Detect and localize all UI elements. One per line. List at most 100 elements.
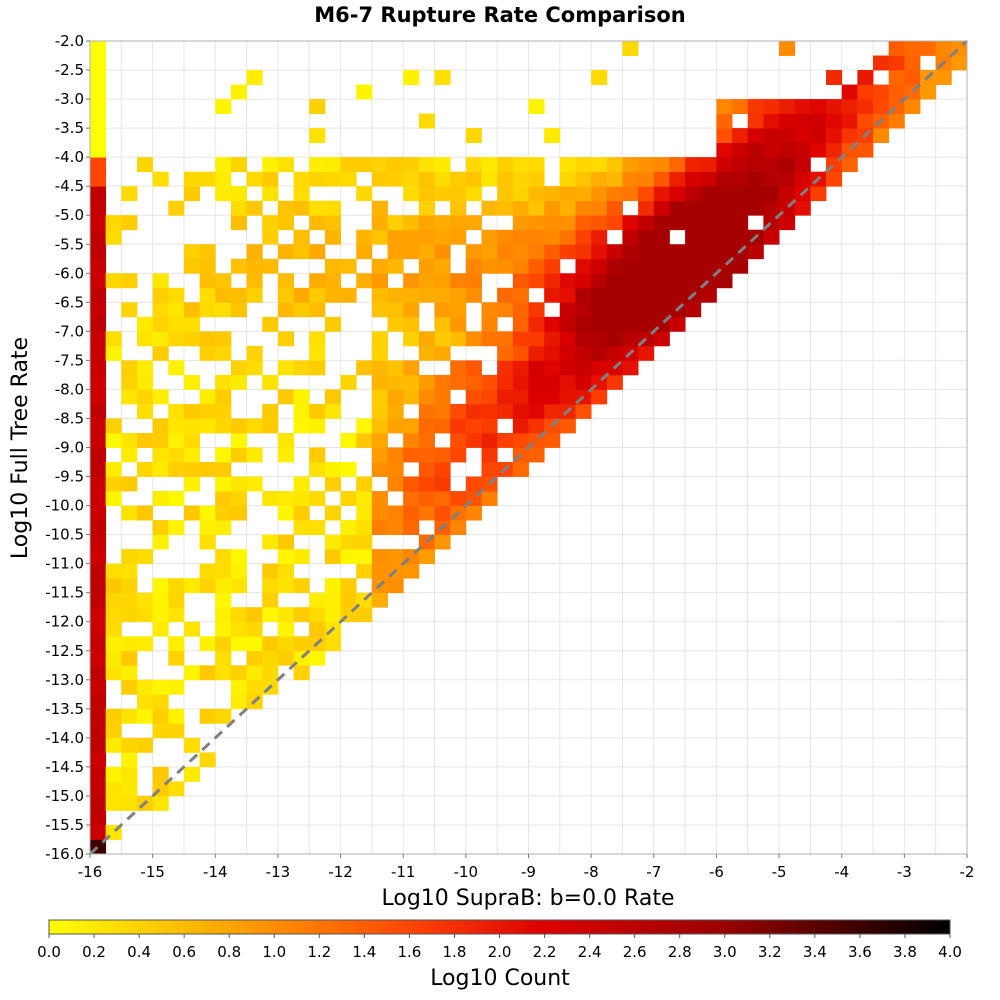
heatmap-cell bbox=[215, 345, 232, 361]
heatmap-cell bbox=[794, 142, 811, 158]
heatmap-cell bbox=[418, 229, 435, 245]
heatmap-cell bbox=[481, 432, 498, 448]
heatmap-cell bbox=[747, 244, 764, 260]
heatmap-cell bbox=[606, 345, 623, 361]
y-tick-label: -15.0 bbox=[45, 787, 84, 805]
heatmap-cell bbox=[418, 273, 435, 289]
heatmap-cell bbox=[747, 142, 764, 158]
heatmap-cell bbox=[199, 636, 216, 652]
heatmap-cell bbox=[277, 273, 294, 289]
heatmap-cell bbox=[732, 258, 749, 274]
heatmap-cell bbox=[152, 766, 169, 782]
heatmap-cell bbox=[293, 229, 310, 245]
heatmap-cell bbox=[105, 273, 122, 289]
heatmap-cell bbox=[559, 316, 576, 332]
heatmap-cell bbox=[168, 432, 185, 448]
heatmap-cell bbox=[293, 636, 310, 652]
heatmap-cell bbox=[559, 418, 576, 434]
heatmap-cell bbox=[857, 113, 874, 129]
heatmap-cell bbox=[653, 302, 670, 318]
heatmap-cell bbox=[434, 476, 451, 492]
heatmap-cell bbox=[262, 403, 279, 419]
heatmap-cell bbox=[199, 462, 216, 477]
heatmap-cell bbox=[497, 171, 514, 187]
heatmap-cell bbox=[591, 70, 608, 85]
heatmap-cell bbox=[309, 418, 326, 434]
heatmap-cell bbox=[418, 287, 435, 303]
heatmap-cell bbox=[559, 389, 576, 405]
heatmap-cell bbox=[920, 84, 937, 100]
y-tick-label: -5.0 bbox=[55, 206, 84, 224]
colorbar-tick-label: 1.6 bbox=[397, 943, 421, 961]
heatmap-cell bbox=[340, 258, 357, 274]
heatmap-cell bbox=[121, 766, 138, 782]
heatmap-cell bbox=[465, 331, 482, 347]
heatmap-cell bbox=[199, 534, 216, 550]
heatmap-cell bbox=[544, 374, 561, 390]
heatmap-cell bbox=[434, 70, 451, 85]
heatmap-cell bbox=[340, 578, 357, 594]
heatmap-cell bbox=[465, 171, 482, 187]
heatmap-cell bbox=[277, 505, 294, 521]
heatmap-cell bbox=[512, 389, 529, 405]
heatmap-cell bbox=[230, 563, 248, 579]
y-tick-label: -13.5 bbox=[45, 700, 84, 718]
heatmap-cell bbox=[183, 331, 201, 347]
heatmap-cell bbox=[105, 781, 122, 797]
heatmap-cell bbox=[826, 142, 843, 158]
heatmap-cell bbox=[716, 229, 733, 245]
heatmap-cell bbox=[90, 650, 107, 666]
heatmap-cell bbox=[638, 345, 655, 361]
heatmap-cell bbox=[340, 462, 357, 477]
heatmap-cell bbox=[152, 520, 169, 536]
heatmap-cell bbox=[371, 563, 388, 579]
heatmap-cell bbox=[403, 447, 420, 463]
heatmap-cell bbox=[606, 287, 623, 303]
heatmap-cell bbox=[434, 287, 451, 303]
colorbar-tick-label: 3.6 bbox=[848, 943, 872, 961]
y-tick-label: -10.5 bbox=[45, 526, 84, 544]
heatmap-cell bbox=[105, 432, 122, 448]
heatmap-cell bbox=[888, 113, 905, 129]
heatmap-cell bbox=[246, 200, 263, 216]
heatmap-cell bbox=[90, 403, 107, 419]
heatmap-cell bbox=[434, 186, 451, 202]
heatmap-cell bbox=[763, 99, 780, 114]
heatmap-cell bbox=[183, 302, 201, 318]
heatmap-cell bbox=[465, 418, 482, 434]
heatmap-cell bbox=[121, 781, 138, 797]
heatmap-cell bbox=[340, 157, 357, 173]
heatmap-cell bbox=[309, 99, 326, 114]
heatmap-cell bbox=[779, 128, 796, 144]
heatmap-cell bbox=[246, 360, 263, 376]
heatmap-cell bbox=[873, 84, 890, 100]
heatmap-cell bbox=[481, 418, 498, 434]
heatmap-cell bbox=[277, 534, 294, 550]
heatmap-cell bbox=[356, 476, 373, 492]
heatmap-cell bbox=[685, 244, 702, 260]
colorbar-tick-label: 2.0 bbox=[488, 943, 512, 961]
heatmap-cell bbox=[403, 563, 420, 579]
heatmap-cell bbox=[324, 462, 341, 477]
heatmap-cell bbox=[183, 316, 201, 332]
heatmap-cell bbox=[324, 476, 341, 492]
heatmap-cell bbox=[136, 679, 154, 695]
heatmap-cell bbox=[559, 360, 576, 376]
heatmap-cell bbox=[653, 244, 670, 260]
heatmap-cell bbox=[497, 432, 514, 448]
heatmap-cell bbox=[481, 200, 498, 216]
heatmap-cell bbox=[497, 403, 514, 419]
heatmap-cell bbox=[215, 636, 232, 652]
heatmap-cell bbox=[794, 128, 811, 144]
heatmap-cell bbox=[371, 157, 388, 173]
heatmap-cell bbox=[90, 84, 107, 100]
heatmap-cell bbox=[653, 157, 670, 173]
heatmap-cell bbox=[685, 258, 702, 274]
heatmap-cell bbox=[873, 99, 890, 114]
y-tick-label: -12.5 bbox=[45, 642, 84, 660]
heatmap-cell bbox=[324, 578, 341, 594]
heatmap-cell bbox=[591, 287, 608, 303]
heatmap-cell bbox=[575, 186, 592, 202]
heatmap-cell bbox=[356, 360, 373, 376]
heatmap-cell bbox=[434, 505, 451, 521]
